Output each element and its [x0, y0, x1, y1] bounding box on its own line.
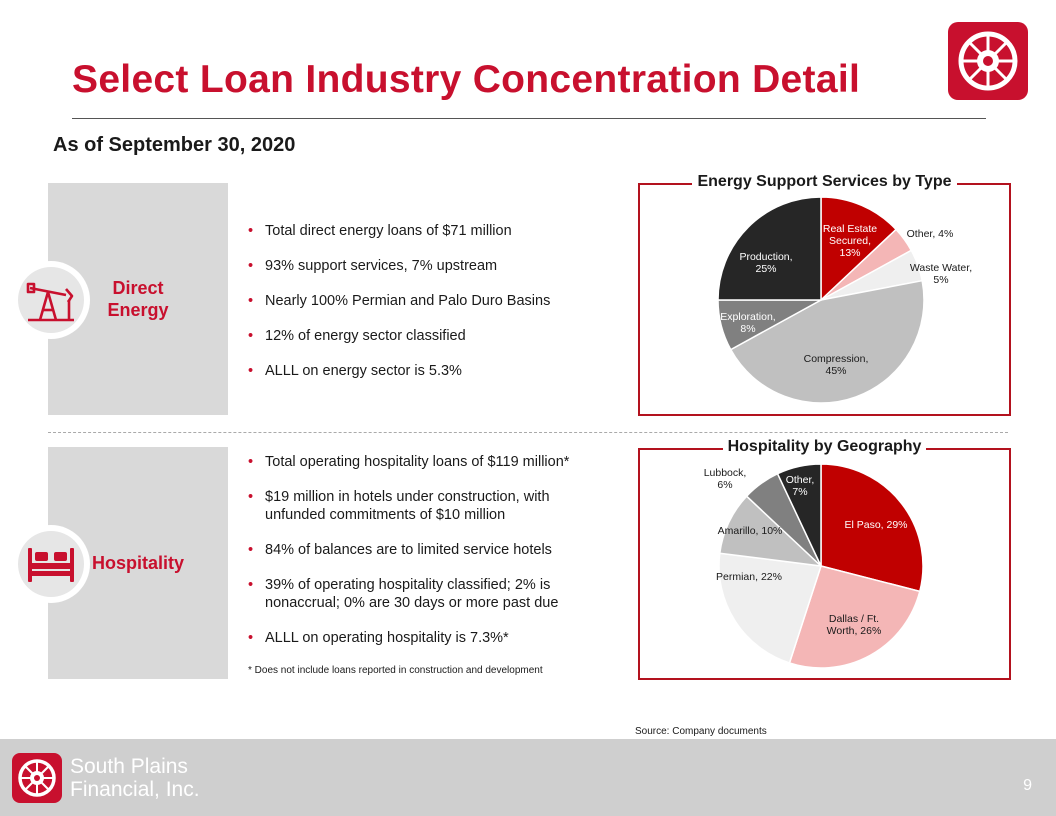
pie-slice — [776, 463, 822, 567]
pie-slice — [729, 279, 925, 404]
pie-slice-label: Compression, 45% — [804, 353, 869, 377]
bullet-item: 39% of operating hospitality classified;… — [248, 576, 610, 612]
energy-chart-title-wrap: Energy Support Services by Type — [640, 173, 1009, 191]
bullet-item: Nearly 100% Permian and Palo Duro Basins — [248, 292, 550, 310]
energy-chart-frame: Energy Support Services by Type — [638, 173, 1011, 416]
direct-energy-bullets: Total direct energy loans of $71 million… — [248, 222, 550, 380]
as-of-date: As of September 30, 2020 — [53, 134, 296, 156]
pie-slice-label: El Paso, 29% — [844, 519, 907, 531]
pie-slice-label: Other, 4% — [907, 228, 954, 240]
hospitality-category-box: Hospitality — [48, 447, 228, 679]
bullet-item: Total direct energy loans of $71 million — [248, 222, 550, 240]
direct-energy-category-box: Direct Energy — [48, 183, 228, 415]
hospitality-chart-frame: Hospitality by Geography — [638, 438, 1011, 680]
pie-slice-label: Exploration, 8% — [720, 311, 775, 335]
hospitality-bullets: Total operating hospitality loans of $11… — [248, 453, 610, 647]
company-name-line1: South Plains — [70, 755, 188, 778]
page-title: Select Loan Industry Concentration Detai… — [72, 58, 861, 101]
company-logo-icon — [948, 22, 1028, 100]
hospitality-pie-chart: El Paso, 29% Dallas / Ft. Worth, 26% Permia… — [704, 463, 924, 669]
direct-energy-label-line2: Energy — [107, 300, 169, 320]
hospitality-label: Hospitality — [91, 553, 184, 573]
hospitality-chart-title: Hospitality by Geography — [722, 438, 927, 455]
pie-slice-label: Real Estate Secured, 13% — [823, 223, 877, 259]
pie-slice-label: Dallas / Ft. Worth, 26% — [827, 613, 882, 637]
pie-slice — [820, 463, 924, 593]
direct-energy-label: Direct Energy — [107, 277, 168, 321]
bed-icon — [28, 548, 74, 582]
pie-slice — [718, 552, 822, 664]
bullet-item: Total operating hospitality loans of $11… — [248, 453, 610, 471]
pie-slice-label: Amarillo, 10% — [718, 525, 783, 537]
pie-slice — [788, 565, 921, 669]
footer-company-name: South Plains Financial, Inc. — [70, 755, 200, 801]
pie-slice-label: Waste Water, 5% — [910, 262, 972, 286]
direct-energy-label-line1: Direct — [112, 278, 164, 298]
pie-slice-label: Production, 25% — [739, 251, 792, 275]
pie-slice-label: Lubbock, 6% — [704, 467, 747, 491]
oil-pump-icon — [26, 282, 74, 322]
pie-slice-label: Permian, 22% — [716, 571, 782, 583]
bullet-item: ALLL on operating hospitality is 7.3%* — [248, 629, 610, 647]
hospitality-icon-badge — [12, 525, 90, 603]
direct-energy-icon-badge — [12, 261, 90, 339]
energy-chart-title: Energy Support Services by Type — [692, 173, 957, 190]
bullet-item: $19 million in hotels under construction… — [248, 488, 610, 524]
source-note: Source: Company documents — [635, 726, 767, 737]
bullet-item: 12% of energy sector classified — [248, 327, 550, 345]
energy-pie-chart: Real Estate Secured, 13% Other, 4% Waste Wat… — [717, 196, 972, 404]
section-divider — [48, 432, 1008, 433]
title-rule — [72, 118, 986, 119]
bullet-item: 84% of balances are to limited service h… — [248, 541, 610, 559]
page-number: 9 — [1023, 777, 1032, 794]
pie-slice-label: Other, 7% — [786, 474, 815, 498]
pie-slice — [717, 196, 822, 301]
company-name-line2: Financial, Inc. — [70, 778, 200, 801]
footnote: * Does not include loans reported in con… — [248, 665, 543, 676]
footer-bar: South Plains Financial, Inc. 9 — [0, 739, 1056, 816]
bullet-item: ALLL on energy sector is 5.3% — [248, 362, 550, 380]
footer-logo-icon — [12, 753, 62, 803]
pie-slice — [820, 196, 898, 302]
bullet-item: 93% support services, 7% upstream — [248, 257, 550, 275]
hospitality-chart-title-wrap: Hospitality by Geography — [640, 438, 1009, 456]
